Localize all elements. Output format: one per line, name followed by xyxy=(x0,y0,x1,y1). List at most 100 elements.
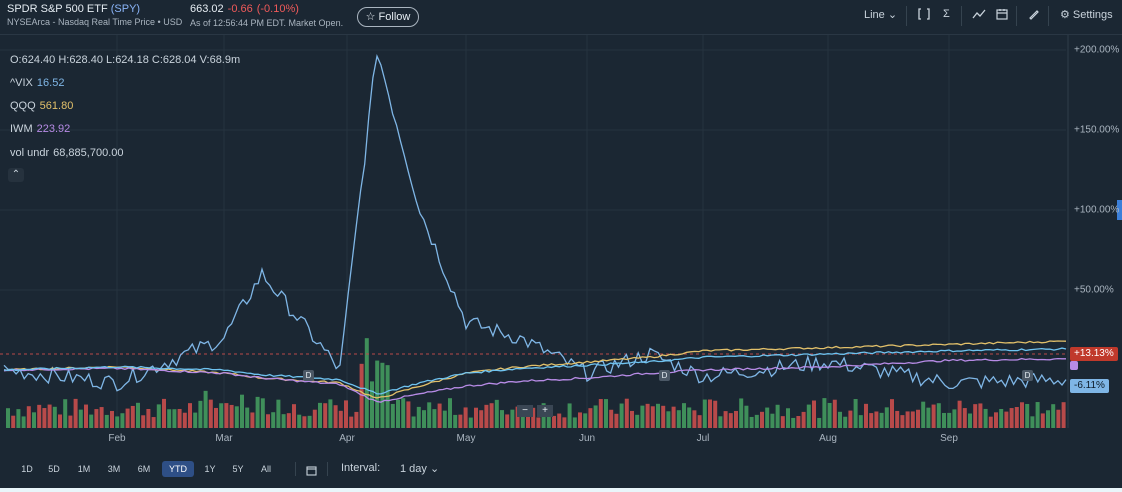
volume-bar xyxy=(983,408,988,428)
range-1d[interactable]: 1D xyxy=(21,464,33,474)
volume-bar xyxy=(1004,411,1009,428)
volume-bar xyxy=(104,414,109,428)
volume-bar xyxy=(749,416,754,428)
series-line-vix xyxy=(3,54,1067,392)
volume-bar xyxy=(359,363,364,428)
volume-bar xyxy=(661,405,666,428)
range-ytd[interactable]: YTD xyxy=(162,461,194,477)
range-5d[interactable]: 5D xyxy=(48,464,60,474)
volume-bar xyxy=(203,390,208,428)
volume-bar xyxy=(650,406,655,428)
chart-type-dropdown[interactable]: Line ⌄ xyxy=(864,9,898,21)
legend-iwm[interactable]: IWM 223.92 xyxy=(10,123,70,135)
volume-bar xyxy=(988,416,993,428)
volume-bar xyxy=(99,407,104,428)
volume-bar xyxy=(510,409,515,428)
volume-bar xyxy=(47,404,52,428)
volume-bar xyxy=(931,404,936,428)
legend-qqq[interactable]: QQQ 561.80 xyxy=(10,100,73,112)
price-chart[interactable] xyxy=(0,35,1122,435)
range-all[interactable]: All xyxy=(260,464,271,474)
trend-line-icon[interactable] xyxy=(972,8,986,23)
series-line-qqq xyxy=(3,340,1067,399)
calendar-events-icon[interactable] xyxy=(996,8,1008,23)
volume-bar xyxy=(271,412,276,428)
volume-bar xyxy=(458,414,463,428)
volume-bar xyxy=(286,413,291,428)
range-6m[interactable]: 6M xyxy=(137,464,151,474)
volume-bar xyxy=(838,411,842,428)
dividend-marker[interactable]: D xyxy=(303,370,314,381)
volume-bar xyxy=(744,405,749,428)
volume-bar xyxy=(422,410,426,428)
price-change: -0.66 xyxy=(227,3,253,15)
legend-vol-value: 68,885,700.00 xyxy=(53,147,124,159)
range-5y[interactable]: 5Y xyxy=(232,464,244,474)
volume-bar xyxy=(453,414,458,428)
volume-bar xyxy=(16,409,21,428)
range-1y[interactable]: 1Y xyxy=(204,464,216,474)
zoom-in-button[interactable]: + xyxy=(537,405,553,417)
volume-bar xyxy=(1030,416,1035,428)
volume-bar xyxy=(411,416,416,428)
draw-pencil-icon[interactable] xyxy=(1028,8,1040,23)
scroll-handle xyxy=(1117,200,1122,220)
volume-bar xyxy=(162,398,166,428)
volume-bar xyxy=(676,410,681,428)
volume-bar xyxy=(292,404,296,428)
volume-bar xyxy=(120,413,125,428)
volume-bar xyxy=(354,411,359,428)
volume-bar xyxy=(952,409,957,428)
indicators-sigma-icon[interactable]: Σ xyxy=(943,8,950,20)
legend-collapse-button[interactable]: ⌃ xyxy=(8,168,24,182)
interval-dropdown[interactable]: 1 day ⌄ xyxy=(400,463,440,475)
range-3m[interactable]: 3M xyxy=(107,464,121,474)
volume-bar xyxy=(905,411,910,428)
volume-bar xyxy=(942,412,946,428)
x-tick-label: Jun xyxy=(578,433,596,444)
legend-vix[interactable]: ^VIX 16.52 xyxy=(10,77,64,89)
ticker-title: SPDR S&P 500 ETF (SPY) xyxy=(7,3,140,15)
volume-bar xyxy=(728,413,733,428)
volume-bar xyxy=(973,404,978,428)
volume-bar xyxy=(442,410,447,428)
volume-bar xyxy=(364,338,369,428)
zoom-out-button[interactable]: − xyxy=(517,405,533,417)
volume-bar xyxy=(957,400,962,428)
legend-vol[interactable]: vol undr 68,885,700.00 xyxy=(10,147,124,159)
volume-bar xyxy=(780,416,785,428)
volume-bar xyxy=(832,399,837,428)
date-range-calendar-icon[interactable] xyxy=(306,463,317,481)
volume-bar xyxy=(692,410,697,428)
volume-bar xyxy=(6,408,10,428)
volume-bar xyxy=(323,403,328,428)
volume-bar xyxy=(936,403,941,428)
volume-bar xyxy=(578,412,582,428)
volume-bar xyxy=(760,411,764,428)
volume-bar xyxy=(115,416,120,428)
volume-bar xyxy=(255,396,260,428)
range-1m[interactable]: 1M xyxy=(77,464,91,474)
follow-button[interactable]: ☆ Follow xyxy=(357,7,419,27)
volume-bar xyxy=(1061,402,1066,428)
compare-bracket-icon[interactable] xyxy=(918,8,930,23)
volume-bar xyxy=(879,412,884,428)
volume-bar xyxy=(890,399,894,428)
volume-bar xyxy=(806,404,811,428)
volume-bar xyxy=(1046,410,1050,428)
x-tick-label: Feb xyxy=(108,433,126,444)
settings-button[interactable]: ⚙ Settings xyxy=(1060,9,1113,21)
y-tick-label: +100.00% xyxy=(1074,204,1120,216)
volume-bar xyxy=(812,400,816,428)
volume-bar xyxy=(406,401,411,428)
dividend-marker[interactable]: D xyxy=(659,370,670,381)
legend-vix-label: ^VIX xyxy=(10,77,33,89)
volume-bar xyxy=(401,398,406,428)
x-tick-label: Apr xyxy=(339,433,355,444)
volume-bar xyxy=(962,408,967,428)
volume-bar xyxy=(635,414,640,428)
volume-bar xyxy=(32,412,36,428)
dividend-marker[interactable]: D xyxy=(1022,370,1033,381)
volume-bar xyxy=(151,417,156,428)
volume-bar xyxy=(822,398,827,428)
